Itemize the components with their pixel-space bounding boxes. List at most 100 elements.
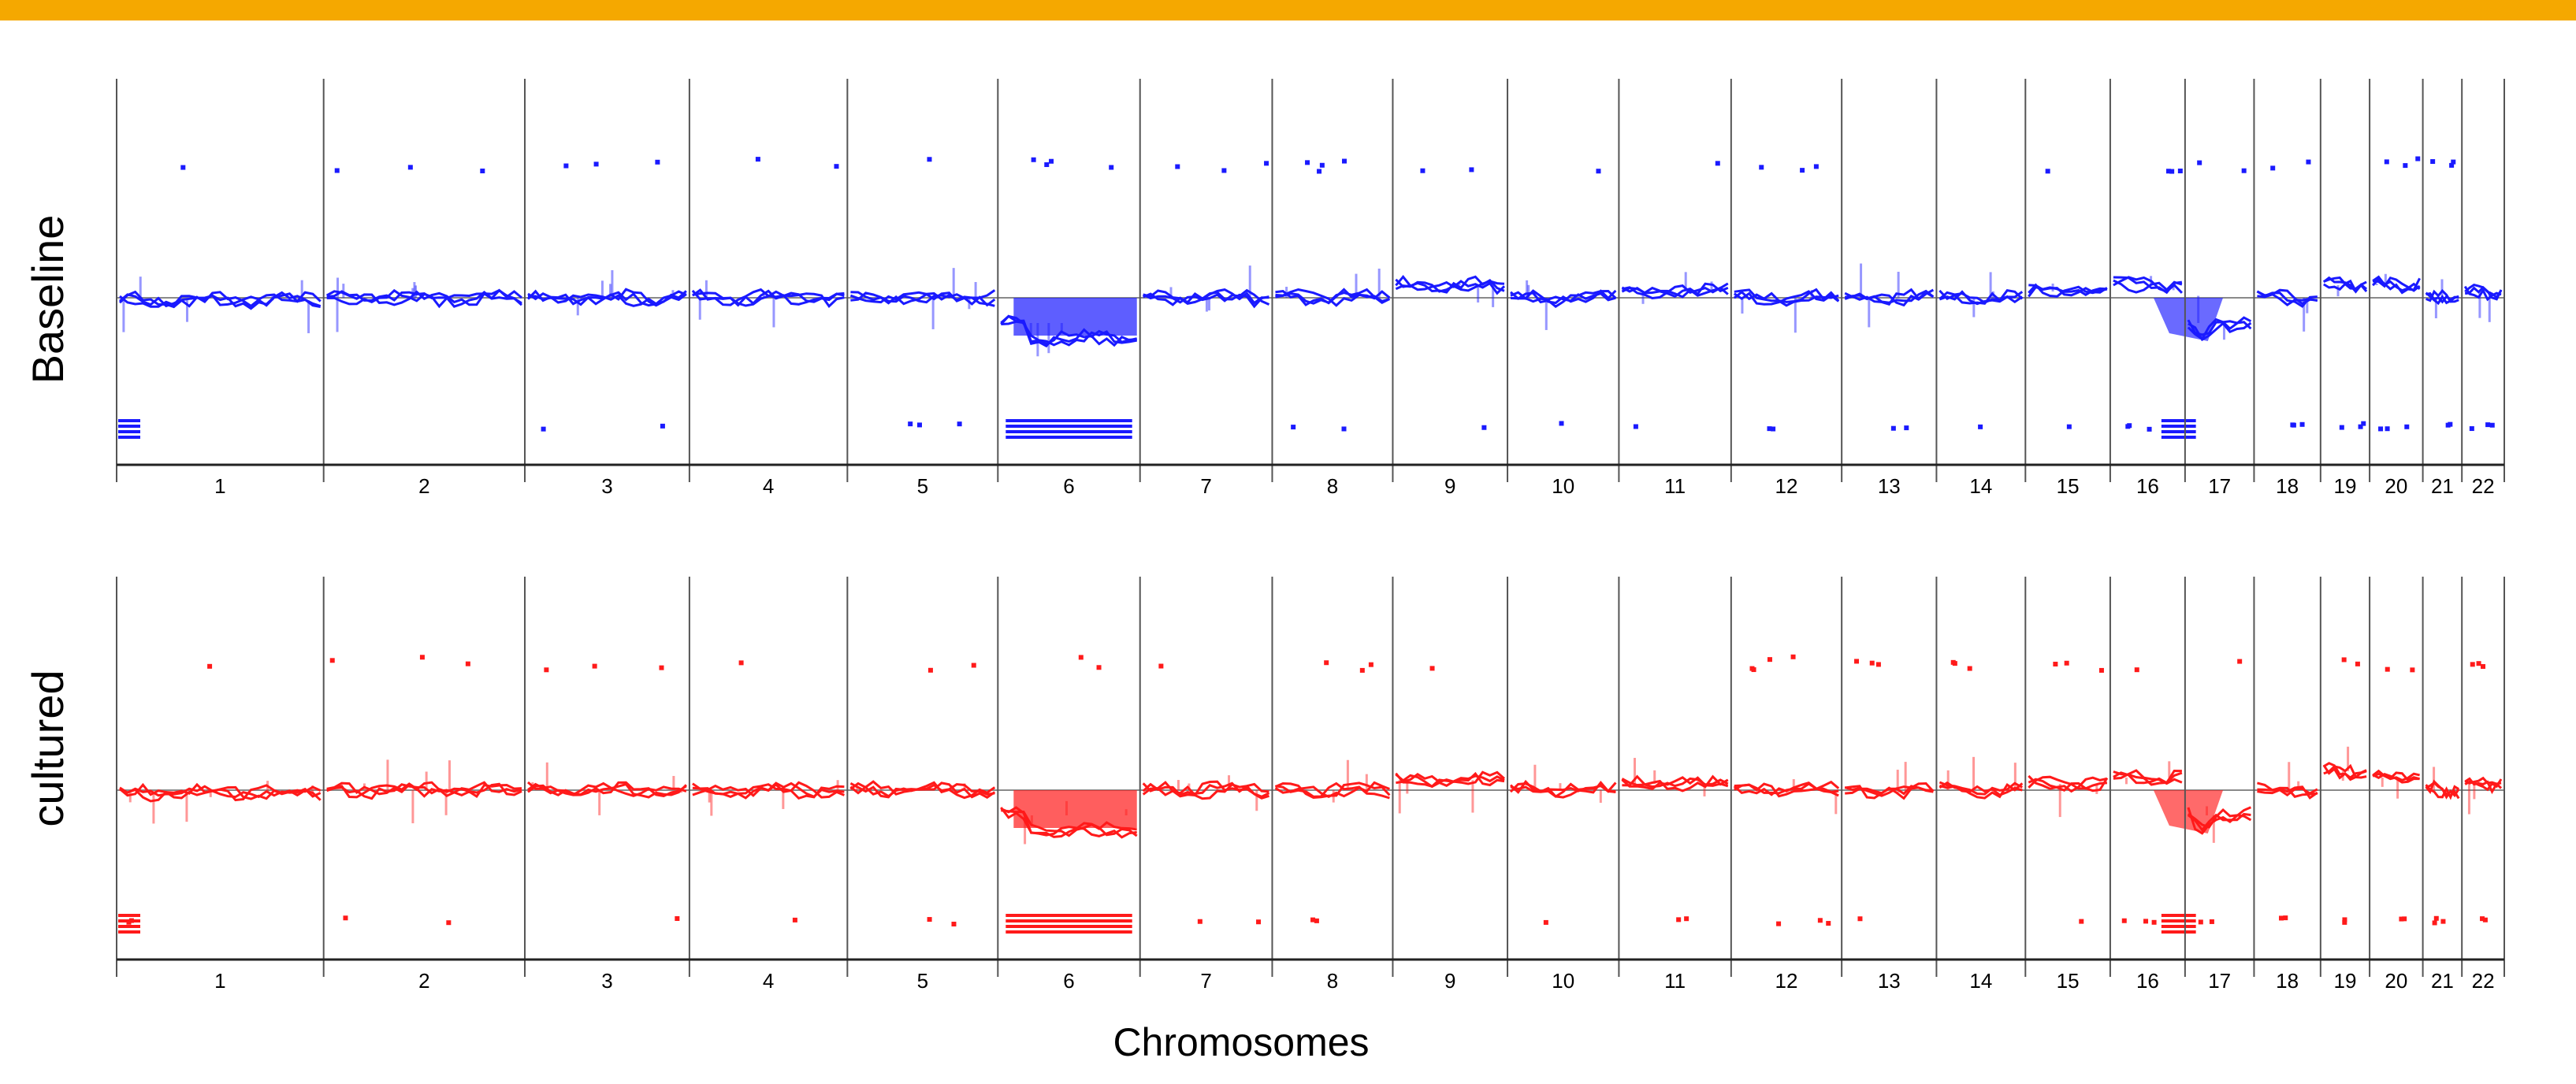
baseline-chrom-17: 17: [2153, 79, 2252, 498]
baseline-chrom-3: 3: [524, 79, 687, 498]
cultured-panel: 1 2 3 4 5 6 7 8 9 10 11 12 13 14 15 16 17 18 19 20 21 22cultu…: [23, 577, 2505, 993]
baseline-deletion-6: [1013, 298, 1137, 336]
cultured-chrom-13: 13: [1841, 577, 1935, 993]
baseline-profile-12-3: [1733, 290, 1840, 306]
baseline-tick-6: 6: [1063, 474, 1074, 498]
baseline-y-label: Baseline: [23, 215, 72, 384]
cultured-tick-22: 22: [2472, 969, 2495, 993]
baseline-tick-2: 2: [418, 474, 429, 498]
cultured-profile-5-3: [849, 781, 996, 800]
cultured-chrom-16: 16: [2109, 577, 2183, 993]
cultured-tick-8: 8: [1327, 969, 1338, 993]
cultured-profile-3-1: [527, 781, 687, 798]
cultured-profile-6-3: [1000, 807, 1137, 839]
cultured-chrom-14: 14: [1935, 577, 2024, 993]
baseline-profile-17-1: [2187, 317, 2252, 341]
baseline-chrom-2: 2: [322, 79, 522, 498]
baseline-profile-17-3: [2187, 316, 2252, 336]
cultured-tick-11: 11: [1664, 969, 1686, 993]
baseline-chrom-5: 5: [846, 79, 996, 498]
cultured-profile-18-3: [2257, 787, 2318, 797]
cultured-tick-18: 18: [2276, 969, 2299, 993]
baseline-tick-8: 8: [1327, 474, 1338, 498]
cultured-chrom-10: 10: [1507, 577, 1617, 993]
cultured-tick-14: 14: [1969, 969, 1992, 993]
baseline-profile-22-2: [2464, 283, 2503, 301]
cultured-profile-7-1: [1142, 781, 1269, 800]
baseline-chrom-6: 6: [997, 79, 1138, 498]
baseline-profile-14-3: [1939, 288, 2024, 305]
baseline-chrom-14: 14: [1935, 79, 2024, 498]
cultured-tick-9: 9: [1444, 969, 1455, 993]
baseline-chrom-15: 15: [2024, 79, 2108, 498]
cultured-chrom-12: 12: [1730, 577, 1840, 993]
cultured-chrom-2: 2: [322, 577, 522, 993]
cultured-chrom-7: 7: [1139, 577, 1270, 993]
cultured-profile-13-3: [1845, 781, 1935, 800]
cultured-profile-20-1: [2372, 769, 2420, 782]
baseline-chrom-10: 10: [1507, 79, 1617, 498]
top-banner: [0, 0, 2576, 20]
cultured-profile-19-3: [2322, 764, 2367, 781]
cultured-profile-9-3: [1395, 771, 1505, 788]
cultured-chrom-8: 8: [1271, 577, 1391, 993]
cultured-chrom-4: 4: [688, 577, 845, 993]
baseline-chrom-16: 16: [2109, 79, 2183, 498]
cultured-profile-21-3: [2425, 784, 2459, 800]
baseline-profile-20-3: [2372, 277, 2421, 295]
cultured-chrom-17: 17: [2153, 577, 2252, 993]
baseline-profile-3-3: [526, 289, 687, 307]
baseline-panel: 1 2 3 4 5 6 7 8 9 10 11 12 13 14 15 16 17 18 19 20 21 22Basel…: [23, 79, 2505, 498]
baseline-tick-15: 15: [2057, 474, 2080, 498]
baseline-tick-21: 21: [2431, 474, 2454, 498]
baseline-chrom-22: 22: [2461, 79, 2503, 498]
baseline-chrom-4: 4: [688, 79, 845, 498]
baseline-chrom-8: 8: [1271, 79, 1391, 498]
baseline-profile-7-3: [1143, 291, 1269, 309]
cultured-profile-8-3: [1275, 781, 1390, 800]
baseline-tick-22: 22: [2472, 474, 2495, 498]
baseline-chrom-7: 7: [1139, 79, 1270, 498]
baseline-tick-5: 5: [917, 474, 928, 498]
cultured-chrom-6: 6: [997, 577, 1138, 993]
baseline-tick-4: 4: [763, 474, 774, 498]
x-axis-label: Chromosomes: [1113, 1020, 1369, 1064]
cultured-tick-21: 21: [2431, 969, 2454, 993]
baseline-profile-22-3: [2463, 285, 2502, 302]
baseline-profile-5-3: [849, 289, 996, 304]
cultured-chrom-22: 22: [2461, 577, 2503, 993]
baseline-chrom-11: 11: [1618, 79, 1729, 498]
cultured-profile-16-1: [2113, 769, 2183, 785]
baseline-profile-16-2: [2113, 276, 2183, 295]
cultured-profile-17-3: [2187, 806, 2251, 835]
baseline-chrom-12: 12: [1730, 79, 1840, 498]
baseline-tick-12: 12: [1775, 474, 1798, 498]
baseline-chrom-18: 18: [2253, 79, 2318, 498]
cultured-chrom-3: 3: [524, 577, 687, 993]
baseline-tick-7: 7: [1200, 474, 1211, 498]
cultured-tick-7: 7: [1200, 969, 1211, 993]
cultured-profile-3-3: [527, 781, 687, 797]
cultured-tick-12: 12: [1775, 969, 1798, 993]
baseline-profile-18-3: [2256, 290, 2318, 306]
baseline-tick-1: 1: [214, 474, 225, 498]
baseline-deletion-17p: [2153, 298, 2224, 341]
cultured-tick-1: 1: [214, 969, 225, 993]
baseline-tick-14: 14: [1969, 474, 1992, 498]
cultured-profile-20-3: [2372, 772, 2420, 782]
cultured-profile-21-2: [2425, 781, 2460, 800]
baseline-tick-18: 18: [2276, 474, 2299, 498]
cultured-y-label: cultured: [23, 670, 72, 826]
cultured-chrom-5: 5: [846, 577, 996, 993]
baseline-profile-1-3: [119, 293, 322, 308]
cultured-profile-3-2: [527, 782, 687, 799]
cultured-tick-20: 20: [2385, 969, 2407, 993]
cultured-profile-2-3: [326, 781, 522, 799]
cultured-profile-8-2: [1274, 781, 1391, 800]
baseline-profile-10-2: [1510, 289, 1617, 308]
cultured-profile-19-1: [2323, 763, 2367, 779]
baseline-tick-17: 17: [2208, 474, 2231, 498]
cultured-profile-1-3: [119, 782, 322, 803]
cultured-tick-2: 2: [418, 969, 429, 993]
